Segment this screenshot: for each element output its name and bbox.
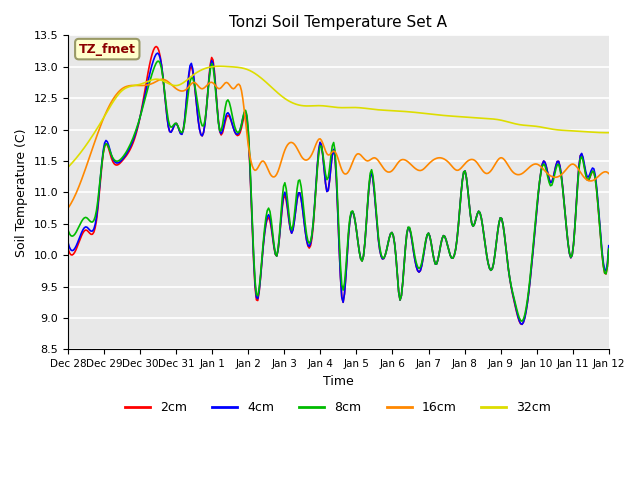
Legend: 2cm, 4cm, 8cm, 16cm, 32cm: 2cm, 4cm, 8cm, 16cm, 32cm: [120, 396, 556, 420]
Text: TZ_fmet: TZ_fmet: [79, 43, 136, 56]
Title: Tonzi Soil Temperature Set A: Tonzi Soil Temperature Set A: [229, 15, 447, 30]
X-axis label: Time: Time: [323, 374, 354, 387]
Y-axis label: Soil Temperature (C): Soil Temperature (C): [15, 128, 28, 257]
